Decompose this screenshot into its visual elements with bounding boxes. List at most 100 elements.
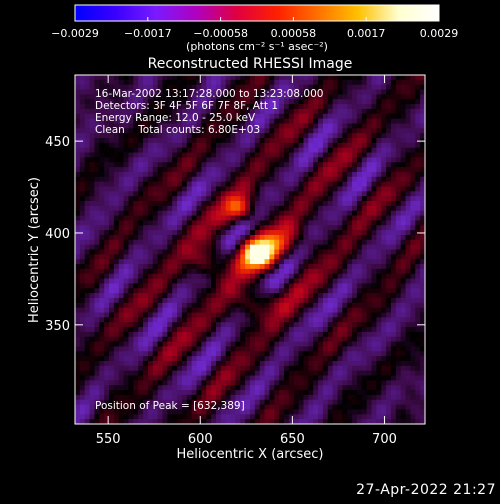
heatmap-cell [279, 380, 284, 385]
heatmap-cell [216, 356, 221, 361]
heatmap-cell [260, 196, 265, 201]
heatmap-cell [284, 201, 289, 206]
heatmap-cell [328, 220, 333, 225]
heatmap-cell [260, 123, 265, 128]
heatmap-cell [148, 138, 153, 143]
heatmap-cell [260, 356, 265, 361]
heatmap-cell [289, 356, 294, 361]
heatmap-cell [401, 274, 406, 279]
heatmap-cell [415, 172, 420, 177]
heatmap-cell [211, 167, 216, 172]
heatmap-cell [221, 366, 226, 371]
heatmap-cell [318, 405, 323, 410]
heatmap-cell [197, 148, 202, 153]
heatmap-cell [206, 288, 211, 293]
heatmap-cell [158, 385, 163, 390]
heatmap-cell [124, 380, 129, 385]
heatmap-cell [386, 332, 391, 337]
heatmap-cell [294, 245, 299, 250]
heatmap-cell [163, 346, 168, 351]
heatmap-cell [284, 308, 289, 313]
heatmap-cell [250, 346, 255, 351]
heatmap-cell [406, 157, 411, 162]
heatmap-cell [284, 216, 289, 221]
heatmap-cell [357, 400, 362, 405]
heatmap-cell [386, 172, 391, 177]
heatmap-cell [323, 395, 328, 400]
heatmap-cell [376, 400, 381, 405]
heatmap-cell [372, 138, 377, 143]
heatmap-cell [323, 186, 328, 191]
heatmap-cell [279, 342, 284, 347]
heatmap-cell [231, 250, 236, 255]
heatmap-cell [177, 153, 182, 158]
heatmap-cell [143, 259, 148, 264]
heatmap-cell [90, 283, 95, 288]
heatmap-cell [216, 75, 221, 80]
heatmap-cell [323, 75, 328, 80]
heatmap-cell [94, 376, 99, 381]
heatmap-cell [201, 313, 206, 318]
heatmap-cell [148, 327, 153, 332]
heatmap-cell [401, 405, 406, 410]
heatmap-cell [391, 153, 396, 158]
heatmap-cell [381, 162, 386, 167]
heatmap-cell [216, 371, 221, 376]
heatmap-cell [138, 269, 143, 274]
heatmap-cell [328, 211, 333, 216]
heatmap-cell [401, 123, 406, 128]
heatmap-cell [289, 128, 294, 133]
heatmap-cell [342, 342, 347, 347]
heatmap-cell [177, 75, 182, 80]
heatmap-cell [201, 376, 206, 381]
heatmap-cell [415, 196, 420, 201]
heatmap-cell [284, 337, 289, 342]
heatmap-cell [75, 332, 80, 337]
heatmap-cell [124, 293, 129, 298]
heatmap-cell [410, 376, 415, 381]
heatmap-cell [284, 123, 289, 128]
heatmap-cell [148, 283, 153, 288]
heatmap-cell [289, 250, 294, 255]
heatmap-cell [333, 138, 338, 143]
heatmap-cell [284, 157, 289, 162]
heatmap-cell [148, 361, 153, 366]
heatmap-cell [362, 346, 367, 351]
heatmap-cell [328, 327, 333, 332]
heatmap-cell [172, 293, 177, 298]
heatmap-cell [167, 274, 172, 279]
heatmap-cell [119, 153, 124, 158]
heatmap-cell [318, 119, 323, 124]
heatmap-cell [235, 361, 240, 366]
heatmap-cell [328, 75, 333, 80]
heatmap-cell [211, 206, 216, 211]
heatmap-cell [148, 274, 153, 279]
heatmap-cell [128, 298, 133, 303]
heatmap-cell [260, 264, 265, 269]
heatmap-cell [381, 90, 386, 95]
heatmap-cell [401, 356, 406, 361]
heatmap-cell [372, 405, 377, 410]
heatmap-cell [376, 148, 381, 153]
heatmap-cell [347, 206, 352, 211]
heatmap-cell [347, 119, 352, 124]
heatmap-cell [294, 119, 299, 124]
heatmap-cell [328, 303, 333, 308]
heatmap-cell [265, 356, 270, 361]
heatmap-cell [192, 298, 197, 303]
heatmap-cell [143, 288, 148, 293]
heatmap-cell [299, 293, 304, 298]
heatmap-cell [216, 327, 221, 332]
heatmap-cell [75, 371, 80, 376]
heatmap-cell [386, 308, 391, 313]
heatmap-cell [396, 371, 401, 376]
heatmap-cell [328, 385, 333, 390]
heatmap-cell [153, 191, 158, 196]
heatmap-cell [279, 283, 284, 288]
heatmap-cell [201, 298, 206, 303]
heatmap-cell [128, 153, 133, 158]
heatmap-cell [410, 109, 415, 114]
heatmap-cell [406, 283, 411, 288]
heatmap-cell [401, 94, 406, 99]
heatmap-cell [362, 376, 367, 381]
